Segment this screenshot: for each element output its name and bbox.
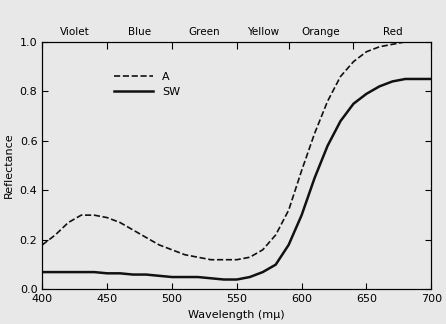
A: [117, 221, 123, 225]
Text: Blue: Blue: [128, 27, 151, 37]
A: [260, 248, 265, 252]
SW: [234, 278, 240, 282]
X-axis label: Wavelength (mμ): Wavelength (mμ): [189, 310, 285, 320]
SW: [377, 85, 382, 88]
SW: [104, 272, 110, 275]
SW: [130, 272, 136, 276]
SW: [117, 272, 123, 275]
SW: [364, 92, 369, 96]
A: [40, 243, 45, 247]
Text: Violet: Violet: [60, 27, 90, 37]
SW: [260, 270, 265, 274]
Text: Yellow: Yellow: [247, 27, 279, 37]
A: [130, 228, 136, 232]
SW: [221, 278, 227, 282]
SW: [91, 270, 97, 274]
A: [416, 40, 421, 44]
SW: [157, 274, 162, 278]
Line: SW: SW: [42, 79, 431, 280]
A: [377, 45, 382, 49]
Legend: A, SW: A, SW: [114, 72, 180, 97]
A: [403, 40, 408, 44]
A: [182, 253, 188, 257]
A: [221, 258, 227, 262]
A: [169, 248, 175, 252]
A: [104, 216, 110, 220]
A: [157, 243, 162, 247]
SW: [416, 77, 421, 81]
A: [351, 60, 356, 64]
SW: [312, 176, 317, 180]
A: [247, 255, 252, 259]
SW: [208, 276, 214, 280]
A: [66, 221, 71, 225]
A: [143, 236, 149, 239]
SW: [195, 275, 201, 279]
A: [325, 99, 330, 103]
Text: Orange: Orange: [302, 27, 340, 37]
SW: [78, 270, 84, 274]
A: [208, 258, 214, 262]
A: [286, 208, 291, 212]
SW: [53, 270, 58, 274]
SW: [273, 263, 278, 267]
SW: [325, 144, 330, 148]
SW: [182, 275, 188, 279]
SW: [169, 275, 175, 279]
SW: [351, 102, 356, 106]
SW: [299, 213, 304, 217]
A: [78, 213, 84, 217]
SW: [247, 275, 252, 279]
SW: [390, 79, 395, 83]
Text: Red: Red: [383, 27, 402, 37]
A: [390, 42, 395, 46]
SW: [338, 119, 343, 123]
SW: [429, 77, 434, 81]
A: [273, 233, 278, 237]
A: [195, 255, 201, 259]
SW: [66, 270, 71, 274]
SW: [40, 270, 45, 274]
A: [234, 258, 240, 262]
A: [338, 75, 343, 78]
SW: [403, 77, 408, 81]
A: [91, 213, 97, 217]
A: [53, 233, 58, 237]
A: [299, 168, 304, 172]
A: [364, 50, 369, 54]
Y-axis label: Reflectance: Reflectance: [4, 133, 14, 198]
SW: [286, 243, 291, 247]
A: [429, 40, 434, 44]
Line: A: A: [42, 42, 431, 260]
SW: [143, 272, 149, 276]
Text: Green: Green: [189, 27, 220, 37]
A: [312, 132, 317, 135]
